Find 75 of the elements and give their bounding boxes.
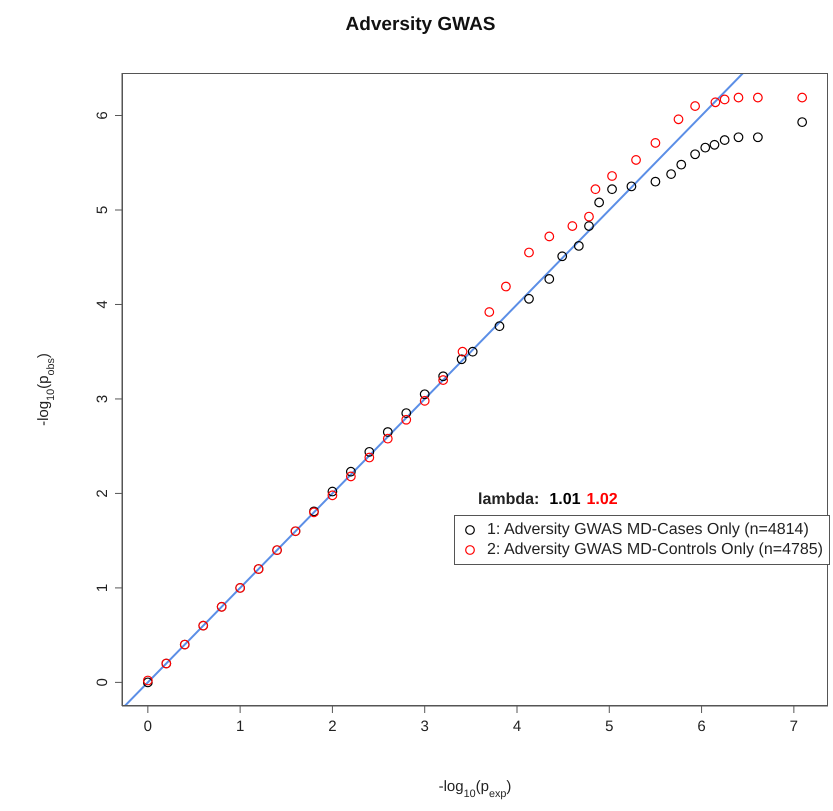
y-tick-label: 0 <box>94 678 111 687</box>
chart-title: Adversity GWAS <box>344 14 496 36</box>
point <box>690 101 700 111</box>
point <box>676 160 686 170</box>
x-tick-label: 0 <box>144 718 152 735</box>
x-tick-label: 1 <box>236 718 244 735</box>
point <box>382 434 393 444</box>
point <box>346 472 356 482</box>
x-tick-label: 7 <box>790 718 798 735</box>
point <box>438 375 448 385</box>
x-tick-label: 2 <box>328 718 337 735</box>
point <box>557 251 568 262</box>
x-tick-label: 6 <box>697 718 706 735</box>
point <box>752 92 763 102</box>
x-tick-label: 3 <box>420 718 429 735</box>
point <box>752 132 763 142</box>
point <box>364 452 374 462</box>
point <box>544 274 554 284</box>
point <box>734 132 744 142</box>
point <box>690 149 700 160</box>
point <box>524 294 534 304</box>
point <box>650 138 660 148</box>
point <box>710 97 720 108</box>
point <box>438 371 448 382</box>
y-tick-label: 3 <box>94 394 111 404</box>
point <box>364 446 374 457</box>
point <box>328 490 338 500</box>
point <box>720 94 730 104</box>
point <box>567 221 578 231</box>
point <box>710 140 720 150</box>
annotation: lambda: <box>478 491 540 508</box>
point <box>797 92 808 102</box>
point <box>382 427 393 437</box>
y-tick-label: 4 <box>94 300 111 309</box>
point <box>607 184 617 194</box>
point <box>666 169 676 179</box>
y-tick-label: 1 <box>94 584 111 592</box>
point <box>468 346 478 357</box>
point <box>626 181 636 192</box>
legend-label: 2: Adversity GWAS MD-Controls Only (n=4785) <box>487 540 823 560</box>
point <box>594 198 604 208</box>
point <box>674 114 684 124</box>
point <box>607 171 617 181</box>
y-tick-label: 5 <box>94 206 111 214</box>
y-tick-label: 2 <box>94 489 111 498</box>
point <box>401 414 412 425</box>
point <box>458 346 468 357</box>
point <box>484 307 494 317</box>
point <box>734 92 744 102</box>
point <box>797 117 808 128</box>
x-axis-title: -log$_{10}$(p$_{exp}$) <box>438 778 512 800</box>
point <box>501 282 511 292</box>
legend-label: 1: Adversity GWAS MD-Cases Only (n=4814) <box>487 520 809 540</box>
point <box>574 240 584 251</box>
point <box>401 408 412 418</box>
point <box>700 142 710 153</box>
point <box>544 232 554 242</box>
point <box>328 486 338 496</box>
point <box>631 155 641 165</box>
point <box>524 248 534 258</box>
point <box>346 466 356 477</box>
x-tick-label: 5 <box>605 718 614 735</box>
point <box>584 212 594 222</box>
point <box>720 135 730 145</box>
annotation: 1.02 <box>586 491 618 508</box>
point <box>456 354 467 364</box>
point <box>494 321 504 332</box>
point <box>420 396 430 406</box>
annotation: 1.01 <box>549 491 581 508</box>
point <box>590 184 600 194</box>
point <box>420 389 430 400</box>
point <box>650 176 660 187</box>
y-tick-label: 6 <box>94 111 111 120</box>
point <box>584 221 594 231</box>
x-tick-label: 4 <box>512 718 522 735</box>
